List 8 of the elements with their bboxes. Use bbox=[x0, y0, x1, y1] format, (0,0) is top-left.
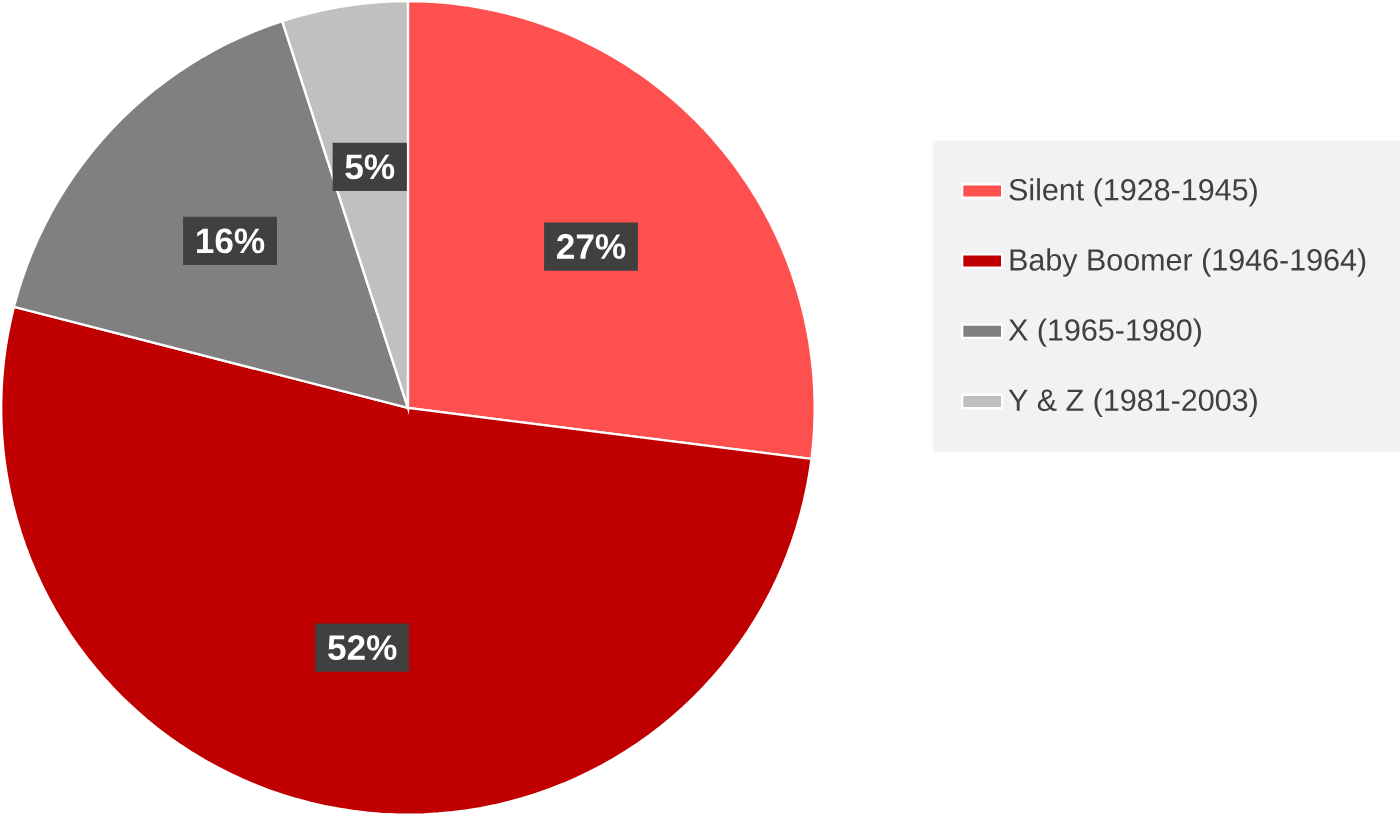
data-label: 16% bbox=[197, 228, 265, 254]
data-label: 5% bbox=[345, 154, 395, 180]
data-label: 52% bbox=[328, 635, 397, 661]
legend-label: Y & Z (1981-2003) bbox=[1008, 388, 1257, 418]
legend-label: Baby Boomer (1946-1964) bbox=[1010, 248, 1366, 277]
legend-label: X (1965-1980) bbox=[1008, 318, 1201, 347]
legend-label: Silent (1928-1945) bbox=[1009, 178, 1257, 207]
data-label: 27% bbox=[557, 234, 626, 259]
